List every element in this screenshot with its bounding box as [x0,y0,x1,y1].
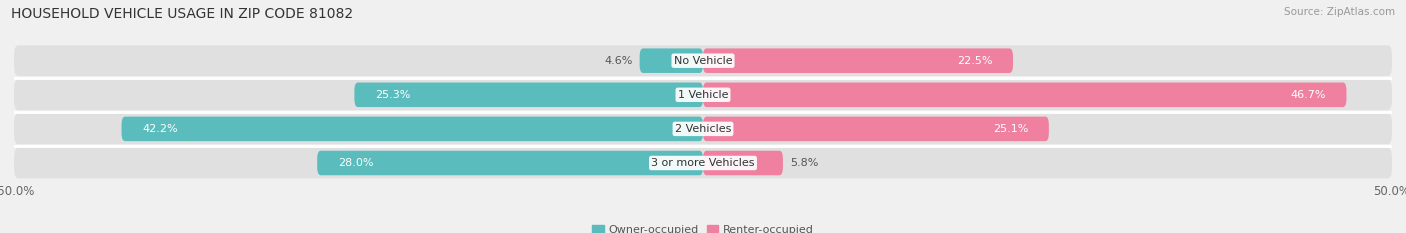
Legend: Owner-occupied, Renter-occupied: Owner-occupied, Renter-occupied [588,220,818,233]
Text: No Vehicle: No Vehicle [673,56,733,66]
FancyBboxPatch shape [14,113,1392,144]
Text: Source: ZipAtlas.com: Source: ZipAtlas.com [1284,7,1395,17]
Text: 4.6%: 4.6% [605,56,633,66]
Text: 22.5%: 22.5% [957,56,993,66]
Text: 1 Vehicle: 1 Vehicle [678,90,728,100]
FancyBboxPatch shape [640,48,703,73]
Text: 2 Vehicles: 2 Vehicles [675,124,731,134]
FancyBboxPatch shape [121,116,703,141]
Text: 28.0%: 28.0% [337,158,374,168]
FancyBboxPatch shape [703,82,1347,107]
FancyBboxPatch shape [703,48,1012,73]
FancyBboxPatch shape [703,151,783,175]
FancyBboxPatch shape [14,45,1392,76]
Text: 25.3%: 25.3% [375,90,411,100]
FancyBboxPatch shape [14,79,1392,110]
Text: 42.2%: 42.2% [142,124,177,134]
Text: 46.7%: 46.7% [1291,90,1326,100]
FancyBboxPatch shape [354,82,703,107]
Text: 25.1%: 25.1% [993,124,1028,134]
FancyBboxPatch shape [14,148,1392,178]
FancyBboxPatch shape [318,151,703,175]
Text: 3 or more Vehicles: 3 or more Vehicles [651,158,755,168]
Text: 5.8%: 5.8% [790,158,818,168]
FancyBboxPatch shape [703,116,1049,141]
Text: HOUSEHOLD VEHICLE USAGE IN ZIP CODE 81082: HOUSEHOLD VEHICLE USAGE IN ZIP CODE 8108… [11,7,353,21]
